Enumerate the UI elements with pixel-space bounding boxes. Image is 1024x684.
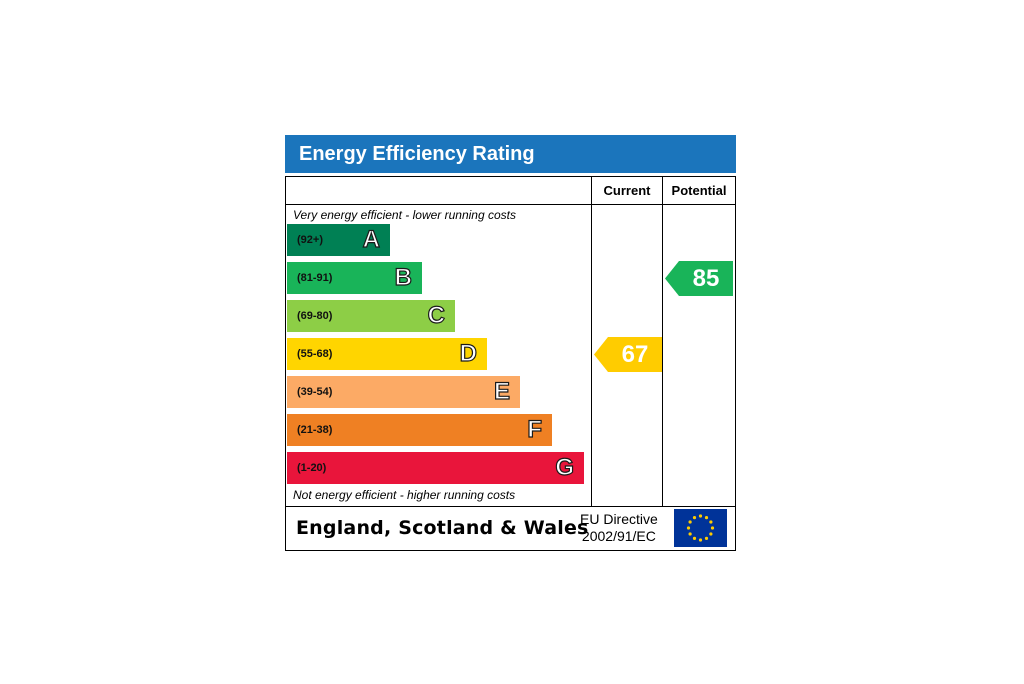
eu-star-icon [698, 538, 703, 542]
band-a: (92+) A [287, 224, 390, 256]
current-rating-value: 67 [621, 341, 649, 368]
band-letter: C [427, 301, 446, 329]
eu-star-icon [688, 532, 692, 536]
band-g: (1-20) G [287, 452, 584, 484]
band-range: (55-68) [297, 348, 333, 360]
eu-star-icon [692, 516, 697, 520]
band-letter: F [527, 415, 543, 443]
eu-directive: EU Directive 2002/91/EC [580, 511, 658, 545]
band-range: (21-38) [297, 424, 333, 436]
column-potential-header: Potential [671, 183, 727, 198]
band-f: (21-38) F [287, 414, 552, 446]
eu-flag-icon [674, 509, 727, 547]
band-e: (39-54) E [287, 376, 520, 408]
eu-star-icon [704, 536, 709, 540]
eu-star-icon [704, 516, 709, 520]
footer-region: England, Scotland & Wales [296, 517, 589, 539]
eu-star-icon [709, 520, 713, 524]
note-inefficient: Not energy efficient - higher running co… [293, 488, 516, 502]
eu-star-icon [709, 532, 713, 536]
potential-arrow-shape [665, 261, 733, 296]
band-range: (39-54) [297, 386, 333, 398]
band-b: (81-91) B [287, 262, 422, 294]
band-d: (55-68) D [287, 338, 487, 370]
band-letter: G [555, 453, 575, 481]
note-efficient: Very energy efficient - lower running co… [293, 208, 516, 222]
title-bar: Energy Efficiency Rating [285, 135, 736, 173]
band-range: (1-20) [297, 462, 327, 474]
eu-star-icon [692, 536, 697, 540]
band-range: (69-80) [297, 310, 333, 322]
eu-star-icon [686, 526, 691, 530]
band-range: (81-91) [297, 272, 333, 284]
band-letter: A [362, 225, 381, 253]
current-arrow-shape [594, 337, 662, 372]
band-letter: E [493, 377, 510, 405]
current-rating-arrow: 67 [594, 337, 662, 372]
band-letter: D [459, 339, 478, 367]
eu-star-icon [688, 520, 692, 524]
column-current-header: Current [603, 183, 651, 198]
chart-title: Energy Efficiency Rating [299, 143, 535, 165]
footer-divider [286, 506, 735, 507]
rating-frame: Current Potential Very energy efficient … [285, 176, 736, 551]
divider-current [591, 177, 592, 507]
band-letter: B [394, 263, 413, 291]
band-range: (92+) [297, 234, 323, 246]
eu-star-icon [710, 526, 715, 530]
header-divider-left [286, 204, 591, 205]
potential-rating-value: 85 [692, 265, 720, 292]
eu-directive-line1: EU Directive [580, 511, 658, 527]
eu-star-icon [698, 514, 703, 518]
band-c: (69-80) C [287, 300, 455, 332]
header-divider [591, 204, 735, 205]
divider-potential [662, 177, 663, 507]
eu-directive-line2: 2002/91/EC [581, 528, 656, 544]
energy-rating-chart: Energy Efficiency Rating Current Potenti… [285, 135, 736, 551]
potential-rating-arrow: 85 [665, 261, 733, 296]
